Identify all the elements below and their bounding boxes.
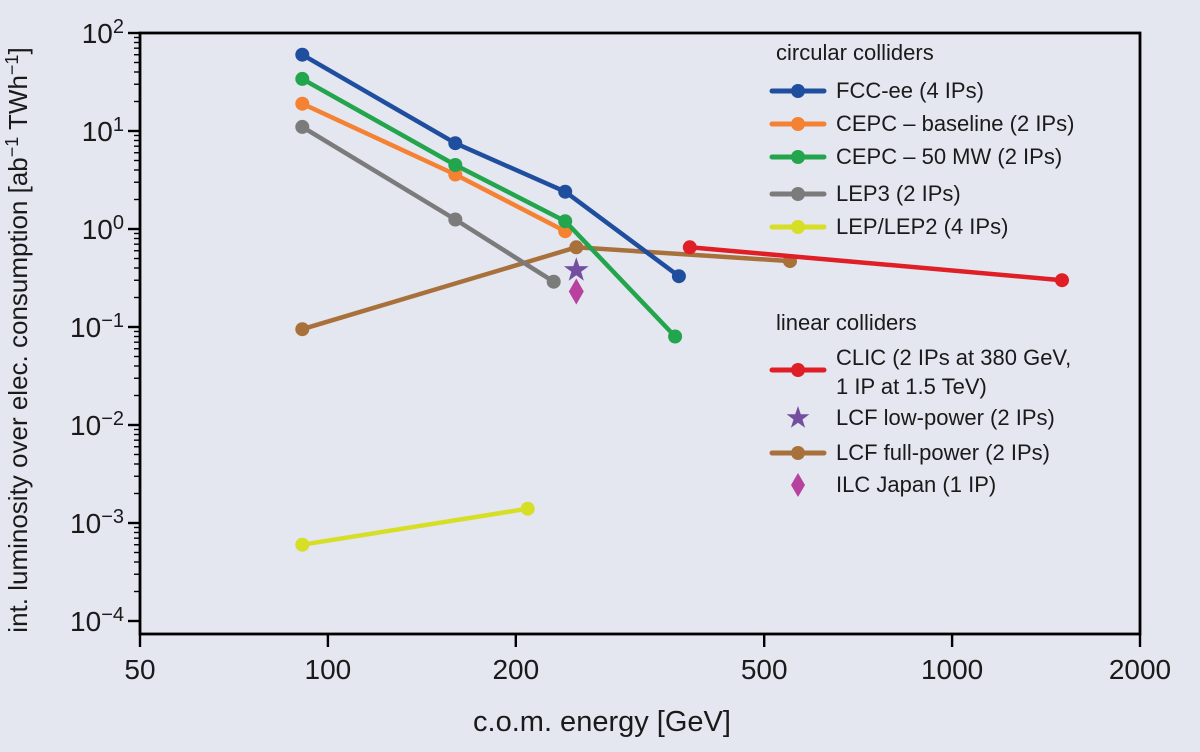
y-tick-label: 100 <box>82 212 124 245</box>
legend-group-linear: CLIC (2 IPs at 380 GeV, 1 IP at 1.5 TeV) L… <box>769 345 1071 497</box>
data-point-clic <box>1055 273 1069 288</box>
data-point-cepc-50mw <box>558 214 573 229</box>
legend-label-clic-line1: CLIC (2 IPs at 380 GeV, <box>836 345 1071 370</box>
x-tick-label: 500 <box>741 654 788 685</box>
series-line-clic <box>687 245 1065 283</box>
legend-marker-lep <box>791 220 805 234</box>
legend-marker-cepc-baseline <box>791 117 805 131</box>
legend-label-lcf-full: LCF full-power (2 IPs) <box>836 440 1050 465</box>
legend-header-circular: circular colliders <box>776 40 934 65</box>
legend-header-linear: linear colliders <box>776 310 917 335</box>
data-point-fcc-ee <box>558 184 573 199</box>
legend-marker-lep3 <box>791 187 805 201</box>
legend-entry-lep: LEP/LEP2 (4 IPs) <box>769 214 1008 239</box>
y-axis-title-text: int. luminosity over elec. consumption [… <box>2 47 33 632</box>
series-line-lcf-full <box>300 245 793 332</box>
series <box>295 47 1069 552</box>
series-cepc-baseline <box>295 96 573 239</box>
x-axis-title: c.o.m. energy [GeV] <box>473 706 731 738</box>
y-tick-label: 10−1 <box>70 310 124 343</box>
legend-marker-ilc-japan <box>791 473 805 497</box>
series-clic <box>682 240 1069 288</box>
data-point-cepc-50mw <box>668 329 683 344</box>
series-lep <box>295 501 535 552</box>
legend: FCC-ee (4 IPs) CEPC – baseline (2 IPs) CEP… <box>769 78 1074 497</box>
legend-label-clic-line2: 1 IP at 1.5 TeV) <box>836 374 987 399</box>
legend-label-cepc-50mw: CEPC – 50 MW (2 IPs) <box>836 144 1062 169</box>
y-tick-label: 10−3 <box>70 506 124 539</box>
legend-label-fcc-ee: FCC-ee (4 IPs) <box>836 78 984 103</box>
data-point-lcf-full <box>295 322 310 337</box>
legend-label-cepc-baseline: CEPC – baseline (2 IPs) <box>836 111 1074 136</box>
x-tick-label: 50 <box>124 654 155 685</box>
legend-entry-lcf-low: LCF low-power (2 IPs) <box>786 405 1055 430</box>
series-line-lep <box>300 506 530 547</box>
series-fcc-ee <box>295 47 686 284</box>
y-axis-ticks: 102 101 100 10−1 10−2 10−3 10−4 <box>70 16 140 637</box>
data-point-lep3 <box>295 119 310 134</box>
data-point-fcc-ee <box>671 269 686 284</box>
legend-marker-cepc-50mw <box>791 150 805 164</box>
series-line-cepc-baseline <box>300 101 568 234</box>
plot-root: 102 101 100 10−1 10−2 10−3 10−450 100 200 500 1000… <box>2 16 1171 685</box>
data-point-lcf-low <box>563 257 589 281</box>
x-tick-label: 2000 <box>1109 654 1171 685</box>
series-ilc-japan <box>568 278 584 305</box>
legend-group-circular: FCC-ee (4 IPs) CEPC – baseline (2 IPs) CEP… <box>769 78 1074 239</box>
legend-entry-clic: CLIC (2 IPs at 380 GeV, 1 IP at 1.5 TeV) <box>769 345 1071 399</box>
legend-marker-fcc-ee <box>791 84 805 98</box>
series-lep3 <box>295 119 561 289</box>
plot-frame <box>138 31 1142 636</box>
data-point-cepc-50mw <box>448 158 463 172</box>
series-lcf-low <box>563 257 589 281</box>
data-point-fcc-ee <box>295 47 310 62</box>
data-point-lcf-full <box>569 240 584 255</box>
axes: 102 101 100 10−1 10−2 10−3 10−450 100 200 500 1000… <box>70 16 1171 685</box>
y-tick-label: 101 <box>82 114 124 147</box>
legend-entry-cepc-baseline: CEPC – baseline (2 IPs) <box>769 111 1074 136</box>
data-point-fcc-ee <box>448 136 463 151</box>
x-tick-label: 100 <box>305 654 352 685</box>
y-tick-label: 102 <box>82 16 124 49</box>
legend-label-lcf-low: LCF low-power (2 IPs) <box>836 405 1055 430</box>
legend-entry-lcf-full: LCF full-power (2 IPs) <box>769 440 1050 465</box>
x-tick-label: 1000 <box>921 654 983 685</box>
legend-entry-cepc-50mw: CEPC – 50 MW (2 IPs) <box>769 144 1062 169</box>
data-point-lep <box>520 501 535 516</box>
series-cepc-50mw <box>295 71 683 344</box>
data-point-lep <box>295 537 310 552</box>
legend-label-lep: LEP/LEP2 (4 IPs) <box>836 214 1008 239</box>
data-point-cepc-baseline <box>295 96 310 111</box>
legend-label-ilc-japan: ILC Japan (1 IP) <box>836 472 996 497</box>
data-point-lep3 <box>448 212 463 227</box>
series-line-cepc-50mw <box>300 76 678 339</box>
x-axis-ticks: 50 100 200 500 1000 2000 <box>124 634 1171 685</box>
y-tick-label: 10−4 <box>70 604 124 637</box>
y-tick-label: 10−2 <box>70 408 124 441</box>
legend-marker-lcf-full <box>791 446 805 460</box>
data-point-ilc-japan <box>568 278 584 305</box>
legend-entry-ilc-japan: ILC Japan (1 IP) <box>791 472 996 497</box>
data-point-clic <box>682 240 697 255</box>
series-lcf-full <box>295 240 797 337</box>
data-point-cepc-50mw <box>295 71 310 86</box>
legend-label-lep3: LEP3 (2 IPs) <box>836 181 961 206</box>
legend-marker-clic <box>791 363 805 377</box>
x-tick-label: 200 <box>492 654 539 685</box>
series-line-fcc-ee <box>300 52 682 279</box>
legend-marker-lcf-low <box>786 406 810 428</box>
data-point-lep3 <box>546 274 561 289</box>
legend-entry-fcc-ee: FCC-ee (4 IPs) <box>769 78 984 103</box>
y-axis-title: int. luminosity over elec. consumption [… <box>2 47 33 632</box>
legend-entry-lep3: LEP3 (2 IPs) <box>769 181 961 206</box>
